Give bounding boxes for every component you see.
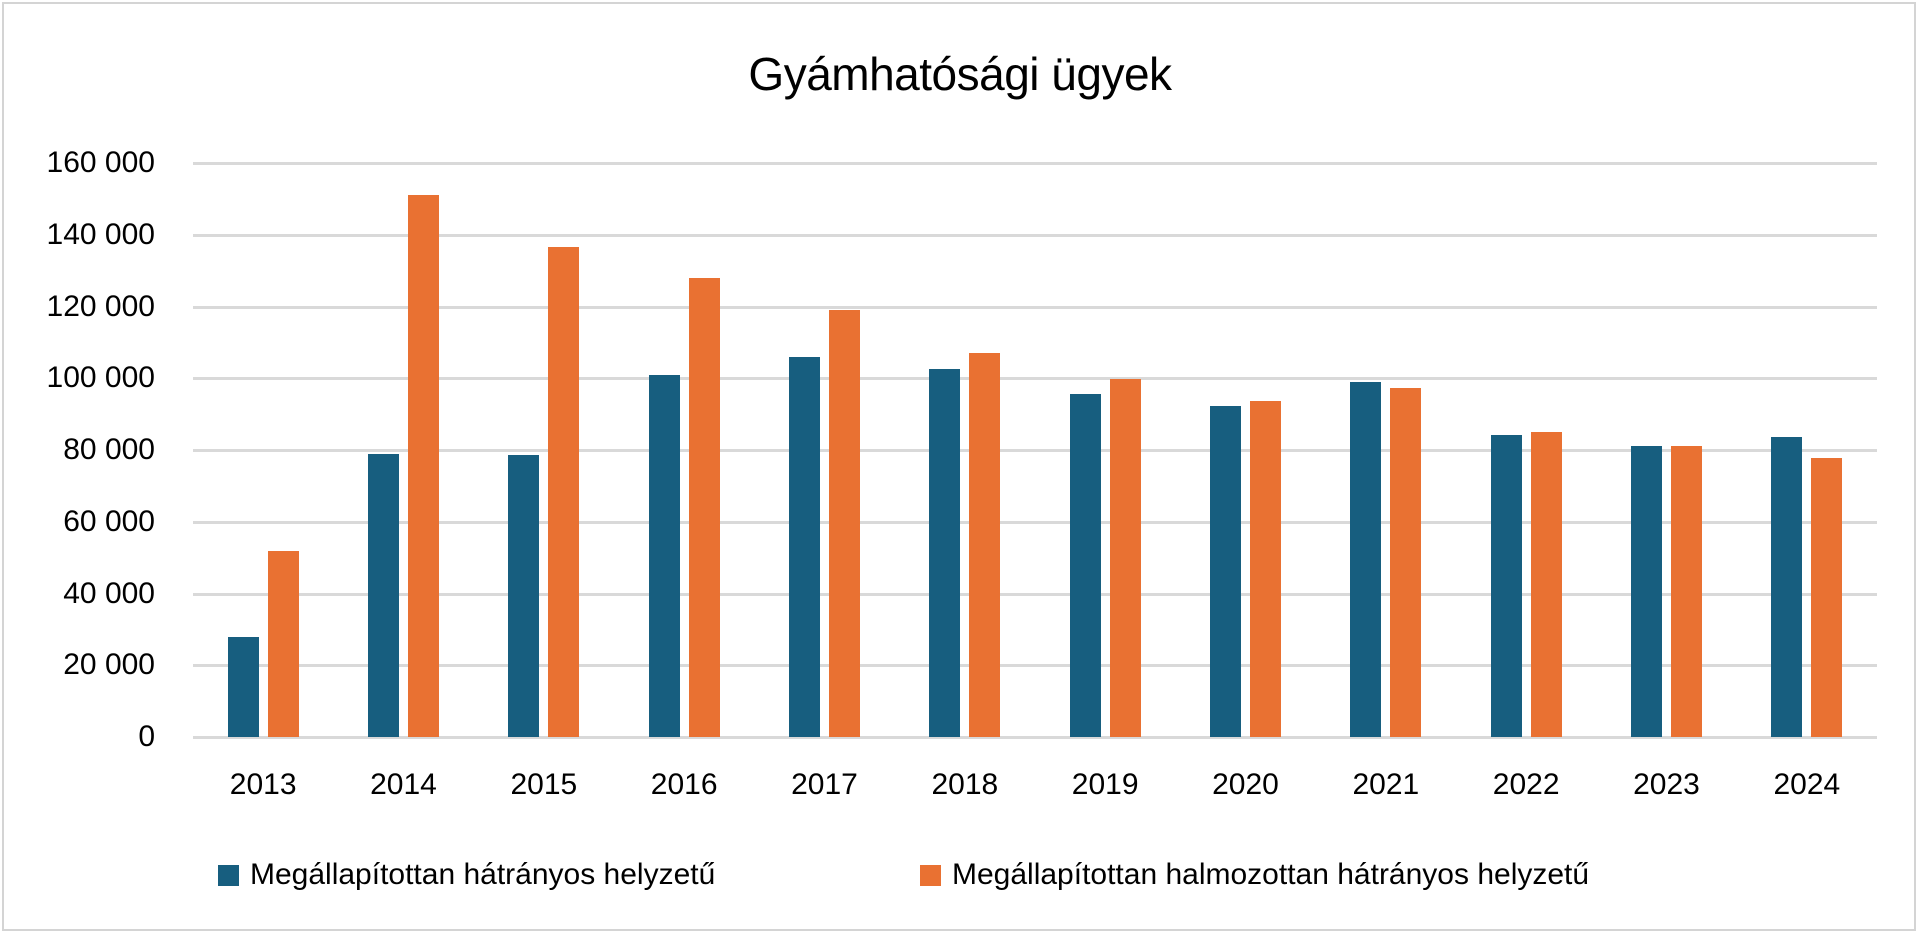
y-tick-label: 40 000 bbox=[63, 576, 155, 610]
bar-halmozottan-2017[interactable] bbox=[829, 310, 860, 737]
legend-item-halmozottan[interactable]: Megállapítottan halmozottan hátrányos he… bbox=[920, 855, 1589, 895]
legend-label: Megállapítottan hátrányos helyzetű bbox=[250, 858, 716, 891]
legend-label: Megállapítottan halmozottan hátrányos he… bbox=[952, 858, 1590, 891]
y-tick-label: 60 000 bbox=[63, 504, 155, 538]
bar-halmozottan-2021[interactable] bbox=[1390, 387, 1422, 737]
legend-item-hatranyos[interactable]: Megállapítottan hátrányos helyzetű bbox=[218, 855, 715, 895]
bar-hatranyos-2017[interactable] bbox=[789, 356, 820, 737]
bar-hatranyos-2018[interactable] bbox=[929, 368, 961, 737]
bar-hatranyos-2015[interactable] bbox=[508, 455, 540, 737]
y-tick-label: 100 000 bbox=[46, 361, 155, 395]
bar-halmozottan-2022[interactable] bbox=[1530, 432, 1562, 737]
bar-halmozottan-2013[interactable] bbox=[267, 551, 299, 737]
gridline bbox=[193, 233, 1877, 237]
x-tick-label: 2024 bbox=[1773, 768, 1841, 801]
bar-halmozottan-2018[interactable] bbox=[969, 352, 1001, 737]
y-tick-label: 80 000 bbox=[63, 433, 155, 466]
gridline bbox=[193, 449, 1877, 452]
chart-title: Gyámhatósági ügyek bbox=[748, 48, 1172, 100]
y-tick-label: 160 000 bbox=[46, 146, 155, 179]
bar-halmozottan-2019[interactable] bbox=[1109, 378, 1141, 737]
bar-hatranyos-2014[interactable] bbox=[368, 453, 399, 737]
x-tick-label: 2019 bbox=[1071, 768, 1139, 801]
bar-hatranyos-2013[interactable] bbox=[227, 636, 259, 737]
gridline bbox=[193, 592, 1877, 596]
y-tick-label: 120 000 bbox=[46, 289, 155, 323]
x-tick-label: 2016 bbox=[650, 768, 718, 801]
x-tick-label: 2022 bbox=[1492, 768, 1560, 801]
bar-halmozottan-2016[interactable] bbox=[688, 277, 720, 737]
bar-halmozottan-2020[interactable] bbox=[1250, 400, 1281, 737]
x-tick-label: 2023 bbox=[1633, 768, 1700, 801]
legend-swatch-blue bbox=[218, 864, 239, 886]
bar-hatranyos-2022[interactable] bbox=[1490, 435, 1522, 737]
x-tick-label: 2017 bbox=[791, 768, 858, 801]
y-tick-label: 0 bbox=[138, 720, 155, 753]
bar-hatranyos-2024[interactable] bbox=[1771, 437, 1803, 737]
gridline bbox=[193, 305, 1877, 309]
bar-halmozottan-2015[interactable] bbox=[548, 246, 580, 737]
bar-halmozottan-2024[interactable] bbox=[1811, 457, 1843, 737]
x-tick-label: 2021 bbox=[1352, 768, 1420, 801]
bar-hatranyos-2021[interactable] bbox=[1350, 382, 1382, 737]
x-tick-label: 2014 bbox=[370, 768, 437, 801]
x-tick-label: 2013 bbox=[229, 768, 297, 801]
gridline bbox=[193, 377, 1877, 381]
x-tick-label: 2020 bbox=[1212, 768, 1279, 801]
bar-hatranyos-2016[interactable] bbox=[648, 375, 680, 737]
gridline bbox=[193, 162, 1877, 165]
x-tick-label: 2015 bbox=[510, 768, 578, 801]
x-tick-label: 2018 bbox=[931, 768, 999, 801]
bar-hatranyos-2023[interactable] bbox=[1631, 445, 1662, 737]
y-tick-label: 140 000 bbox=[46, 217, 155, 251]
bar-hatranyos-2020[interactable] bbox=[1210, 405, 1241, 737]
y-tick-label: 20 000 bbox=[63, 648, 155, 682]
bar-hatranyos-2019[interactable] bbox=[1069, 394, 1101, 737]
legend-swatch-orange bbox=[920, 864, 941, 886]
bar-halmozottan-2023[interactable] bbox=[1671, 445, 1702, 737]
gridline bbox=[193, 736, 1877, 739]
gridline bbox=[193, 520, 1877, 524]
gridline bbox=[193, 664, 1877, 668]
bar-halmozottan-2014[interactable] bbox=[408, 195, 439, 737]
